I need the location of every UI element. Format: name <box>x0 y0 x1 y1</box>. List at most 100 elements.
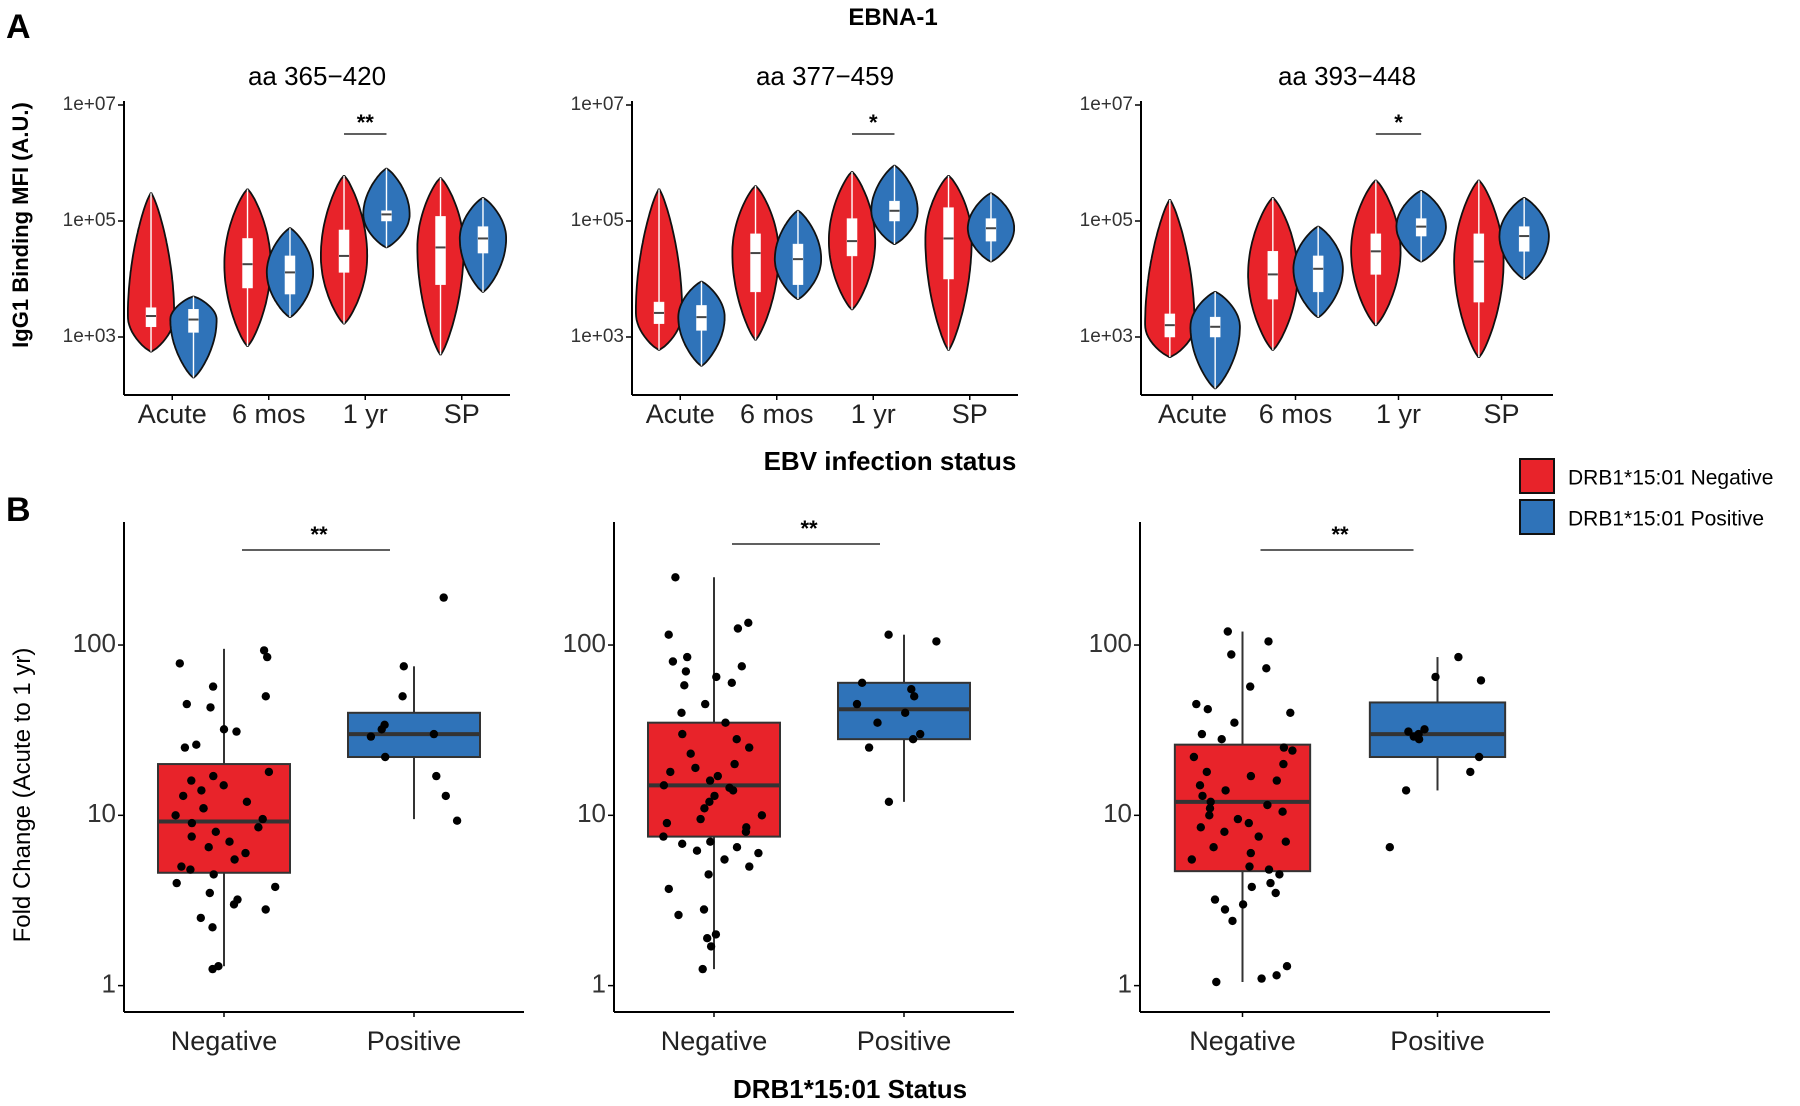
data-point <box>745 743 754 752</box>
data-point <box>196 913 205 923</box>
violin-inner-box <box>338 229 350 273</box>
data-point <box>700 804 709 813</box>
data-point <box>263 652 272 662</box>
data-point <box>741 827 751 836</box>
data-point <box>232 727 241 736</box>
data-point <box>745 862 754 871</box>
data-point <box>852 699 862 709</box>
data-point <box>1189 752 1199 762</box>
data-point <box>1474 752 1484 762</box>
data-point <box>1272 971 1281 980</box>
data-point <box>754 848 763 858</box>
y-tick-label: 1e+07 <box>1080 94 1133 115</box>
data-point <box>1198 791 1207 801</box>
data-point <box>701 699 710 709</box>
x-category-label: 6 mos <box>1259 399 1333 429</box>
y-tick-label: 1 <box>102 968 116 998</box>
data-point <box>677 708 686 717</box>
data-point <box>907 685 916 694</box>
significance-label: ** <box>310 522 328 547</box>
box-positive <box>1368 701 1507 759</box>
box-subplot-1: 1 10 100 Negative Positive ** <box>73 522 524 1056</box>
data-point <box>1257 974 1266 983</box>
data-point <box>1247 882 1257 892</box>
legend-swatch-positive <box>1519 499 1555 535</box>
data-point <box>1228 916 1237 926</box>
y-tick-label: 1e+05 <box>63 210 116 231</box>
data-point <box>1404 727 1413 736</box>
data-point <box>1245 862 1254 871</box>
data-point <box>264 767 274 777</box>
violin-inner-box <box>1518 226 1530 252</box>
data-point <box>254 823 263 832</box>
data-point <box>1206 797 1215 806</box>
data-point <box>241 848 250 858</box>
significance-label: * <box>869 110 878 135</box>
legend-swatch-negative <box>1519 458 1555 494</box>
violin-inner-box <box>145 307 157 328</box>
legend-label-positive: DRB1*15:01 Positive <box>1568 508 1764 531</box>
x-category-label: SP <box>1483 399 1519 429</box>
data-point <box>711 930 721 939</box>
data-point <box>721 718 730 727</box>
data-point <box>671 573 680 582</box>
data-point <box>1244 818 1254 828</box>
x-category-label: 1 yr <box>343 399 388 429</box>
data-point <box>441 791 450 801</box>
y-tick-label: 1 <box>1118 968 1132 998</box>
data-point <box>901 708 910 717</box>
data-point <box>732 735 741 744</box>
x-category-label: 1 yr <box>851 399 896 429</box>
data-point <box>662 818 672 828</box>
x-category-label: 6 mos <box>232 399 306 429</box>
data-point <box>664 630 673 639</box>
data-point <box>733 624 743 633</box>
x-category-label: Negative <box>171 1026 278 1056</box>
violin-inner-box <box>1370 233 1382 275</box>
data-point <box>1227 650 1236 659</box>
box-negative <box>1173 743 1312 873</box>
data-point <box>737 662 746 671</box>
data-point <box>1263 800 1272 810</box>
data-point <box>706 942 716 951</box>
data-point <box>674 910 683 920</box>
data-point <box>1220 827 1229 836</box>
legend: DRB1*15:01 Negative DRB1*15:01 Positive <box>1519 458 1773 535</box>
data-point <box>230 855 239 864</box>
data-point <box>686 749 695 758</box>
data-point <box>659 781 669 790</box>
data-point <box>242 797 252 806</box>
data-point <box>1272 776 1282 785</box>
data-point <box>186 865 195 874</box>
data-point <box>180 743 190 752</box>
data-point <box>1431 672 1440 682</box>
y-tick-label: 10 <box>577 798 606 828</box>
data-point <box>704 870 713 879</box>
data-point <box>1217 735 1226 744</box>
data-point <box>177 862 186 871</box>
violin-inner-box <box>477 226 489 254</box>
plots: 1e+03 1e+05 1e+07 aa 365−420 Acute 6 mos 1 yr S… <box>63 61 1553 1056</box>
violin-inner-box <box>985 218 997 242</box>
data-point <box>681 667 691 676</box>
data-point <box>1246 771 1256 781</box>
data-point <box>1230 718 1239 727</box>
data-point <box>1401 786 1411 795</box>
violin-inner-box <box>943 207 954 280</box>
data-point <box>720 855 729 864</box>
data-point <box>1195 781 1205 790</box>
data-point <box>225 837 234 846</box>
subplot-title: aa 365−420 <box>248 61 386 91</box>
data-point <box>175 659 184 668</box>
data-point <box>1196 823 1206 832</box>
violin-inner-box <box>188 309 199 333</box>
y-tick-label: 1e+03 <box>63 326 116 347</box>
violin-inner-box <box>750 233 761 293</box>
data-point <box>209 771 218 781</box>
y-tick-label: 1 <box>592 968 606 998</box>
data-point <box>1385 843 1395 852</box>
data-point <box>209 870 218 879</box>
data-point <box>1209 843 1218 852</box>
data-point <box>399 662 408 671</box>
x-category-label: Negative <box>1189 1026 1296 1056</box>
